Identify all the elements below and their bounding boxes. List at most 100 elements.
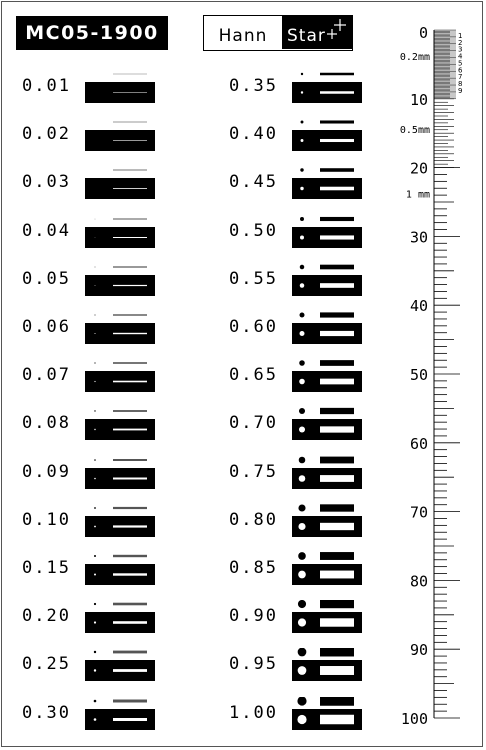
sparkle-icon xyxy=(327,19,346,39)
sample-dot xyxy=(94,218,96,219)
sample-line-inverse xyxy=(320,187,354,191)
sample-dot xyxy=(94,458,96,461)
left-column-label: 0.15 xyxy=(22,558,71,578)
sample-line xyxy=(113,602,147,606)
sample-line xyxy=(320,696,354,706)
right-column-gauge xyxy=(292,552,362,585)
sample-dot-inverse xyxy=(297,666,307,676)
left-column-gauge xyxy=(85,314,155,344)
sample-line xyxy=(113,410,147,413)
ruler-major-label: 70 xyxy=(410,504,428,522)
sample-line xyxy=(320,600,354,609)
ruler-fine-digit: 9 xyxy=(458,87,462,95)
sample-dot-inverse xyxy=(298,474,306,482)
sample-dot xyxy=(93,651,97,654)
sample-dot-inverse xyxy=(94,333,96,334)
sample-dot xyxy=(300,72,304,76)
sample-dot xyxy=(297,600,307,609)
ruler-major-label: 100 xyxy=(401,710,428,728)
sample-line-inverse xyxy=(113,380,147,383)
sample-dot xyxy=(297,696,307,706)
sample-line xyxy=(113,121,147,123)
sample-dot-inverse xyxy=(297,714,307,724)
sample-dot-inverse xyxy=(298,426,306,433)
sample-line xyxy=(113,169,147,171)
left-column-label: 0.25 xyxy=(22,654,71,675)
sample-dot-inverse xyxy=(300,91,304,94)
sample-line-inverse xyxy=(113,92,147,93)
right-column-gauge xyxy=(292,456,362,489)
sample-line-inverse xyxy=(320,666,354,676)
sample-line-inverse xyxy=(113,669,147,673)
left-column-gauge xyxy=(85,458,155,489)
right-column-gauge xyxy=(292,696,362,730)
sample-line-inverse xyxy=(113,621,147,624)
sample-dot xyxy=(299,360,305,366)
ruler-major-label: 50 xyxy=(410,366,428,384)
sample-line-inverse xyxy=(320,378,354,385)
sample-line xyxy=(113,650,147,654)
sample-line xyxy=(113,218,147,220)
sample-line-inverse xyxy=(113,140,147,141)
ruler-major-label: 60 xyxy=(410,435,428,453)
sample-line-inverse xyxy=(320,618,354,627)
sample-dot-inverse xyxy=(300,187,304,191)
right-column-label: 0.60 xyxy=(229,317,278,337)
sample-dot-inverse xyxy=(94,236,96,238)
ruler-major-label: 30 xyxy=(410,228,428,246)
right-column-gauge xyxy=(292,408,362,441)
sample-dot-inverse xyxy=(94,284,96,286)
sample-line-inverse xyxy=(113,525,147,528)
sample-line-inverse xyxy=(320,570,354,579)
sample-line-inverse xyxy=(320,235,354,240)
sample-line xyxy=(320,72,354,76)
right-column-label: 0.90 xyxy=(229,606,278,627)
sample-line-inverse xyxy=(320,474,354,482)
right-column-label: 0.85 xyxy=(229,558,278,578)
logo-text-right: Star xyxy=(282,16,352,49)
left-column-gauge xyxy=(85,506,155,537)
left-column-gauge xyxy=(85,699,155,730)
sample-line xyxy=(113,266,147,268)
sample-line xyxy=(320,264,354,270)
sample-line-inverse xyxy=(320,91,354,94)
sample-line xyxy=(320,168,354,173)
right-column-gauge xyxy=(292,360,362,393)
logo-text-left: Hann xyxy=(218,26,268,46)
right-column-gauge xyxy=(292,120,362,152)
sample-dot-inverse xyxy=(94,573,96,576)
right-column-label: 0.55 xyxy=(229,268,278,289)
ruler-major-label: 0 xyxy=(419,24,428,42)
sample-dot xyxy=(299,312,305,318)
right-column-gauge xyxy=(292,312,362,344)
ruler-major-label: 20 xyxy=(410,160,428,178)
sample-dot-inverse xyxy=(300,139,304,143)
right-column-label: 0.65 xyxy=(229,365,278,386)
sample-dot-inverse xyxy=(299,283,305,288)
sample-dot xyxy=(300,120,304,124)
sample-line xyxy=(113,699,147,703)
sample-line-inverse xyxy=(320,139,354,143)
sample-line-inverse xyxy=(320,714,354,724)
ruler-fine-digit: 1 xyxy=(458,32,462,40)
left-column-gauge xyxy=(85,650,155,682)
sample-dot-inverse xyxy=(299,378,305,385)
sample-dot xyxy=(298,504,306,512)
sample-line xyxy=(320,648,354,657)
sample-dot xyxy=(300,216,304,221)
sample-dot xyxy=(298,552,306,560)
sample-line-inverse xyxy=(113,717,147,721)
sample-line xyxy=(320,360,354,367)
right-column-label: 0.40 xyxy=(229,124,278,145)
sample-dot xyxy=(94,362,96,364)
sample-line-inverse xyxy=(113,284,147,286)
sample-dot-inverse xyxy=(93,717,97,721)
ruler-fine-digit: 4 xyxy=(458,53,463,61)
sample-dot xyxy=(94,506,96,509)
left-column-label: 0.06 xyxy=(22,317,71,337)
sample-dot xyxy=(298,408,306,415)
sample-line xyxy=(320,456,354,463)
left-column-gauge xyxy=(85,266,155,296)
right-column-label: 0.70 xyxy=(229,413,278,434)
right-column-label: 0.75 xyxy=(229,461,278,482)
